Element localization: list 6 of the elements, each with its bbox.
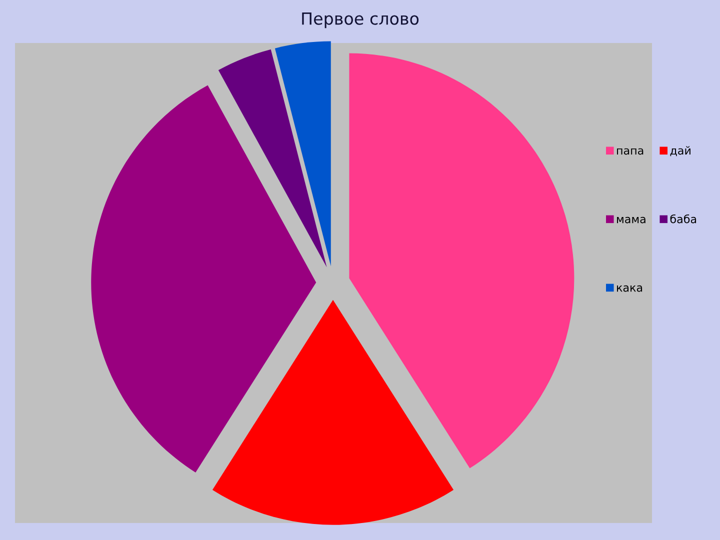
chart-title: Первое слово: [302, 12, 419, 28]
legend-label: кака: [617, 285, 642, 292]
legend-label: мама: [617, 216, 646, 224]
legend-label: дай: [670, 146, 690, 156]
legend-label: папа: [617, 148, 644, 155]
legend-label: баба: [670, 214, 696, 224]
